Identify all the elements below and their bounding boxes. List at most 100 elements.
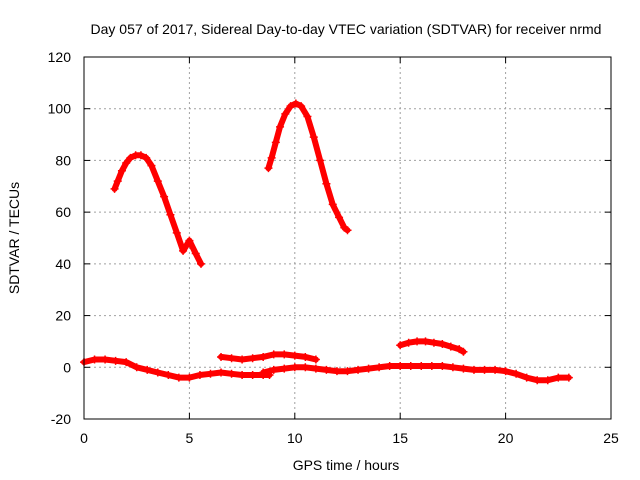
y-tick-label: 0 (63, 359, 71, 375)
data-point (217, 352, 226, 361)
data-point (564, 373, 573, 382)
data-point (206, 369, 215, 378)
data-point (126, 153, 135, 162)
x-tick-label: 25 (603, 430, 619, 446)
series-ground-segment-3 (259, 361, 573, 385)
data-point (269, 365, 278, 374)
data-point (309, 133, 318, 142)
data-point (291, 99, 300, 108)
data-point (297, 102, 306, 111)
data-point (227, 354, 236, 363)
data-point (166, 210, 175, 219)
data-point (364, 364, 373, 373)
data-point (290, 351, 299, 360)
data-point (276, 122, 285, 131)
data-point (195, 371, 204, 380)
data-point (533, 376, 542, 385)
data-point (459, 364, 468, 373)
data-point (404, 338, 413, 347)
series-arc-small (396, 337, 468, 356)
data-point (311, 355, 320, 364)
data-point (446, 342, 455, 351)
data-points (80, 99, 573, 385)
data-point (354, 365, 363, 374)
data-point (172, 228, 181, 237)
x-tick-label: 20 (498, 430, 514, 446)
data-point (185, 373, 194, 382)
data-point (332, 367, 341, 376)
data-point (142, 153, 151, 162)
data-point (301, 352, 310, 361)
data-point (491, 365, 500, 374)
data-point (286, 102, 295, 111)
data-point (448, 363, 457, 372)
data-point (335, 213, 344, 222)
y-tick-label: -20 (51, 411, 71, 427)
x-axis-label: GPS time / hours (293, 457, 400, 473)
data-point (101, 355, 110, 364)
data-point (396, 341, 405, 350)
data-point (164, 371, 173, 380)
data-point (136, 151, 145, 160)
series-trace (218, 351, 319, 363)
data-point (417, 361, 426, 370)
data-point (111, 356, 120, 365)
series-arc-peak-1 (110, 151, 205, 268)
data-point (322, 365, 331, 374)
data-point (375, 363, 384, 372)
data-point (238, 355, 247, 364)
data-point (143, 365, 152, 374)
data-point (554, 373, 563, 382)
x-axis: 0 5 10 15 20 25 (80, 57, 619, 446)
data-point (316, 156, 325, 165)
data-point (174, 373, 183, 382)
data-point (259, 368, 268, 377)
data-point (122, 159, 131, 168)
data-point (280, 350, 289, 359)
data-point (469, 365, 478, 374)
data-point (281, 109, 290, 118)
data-point (455, 345, 464, 354)
data-point (413, 337, 422, 346)
data-point (160, 192, 169, 201)
data-point (248, 371, 257, 380)
data-point (122, 358, 131, 367)
data-point (396, 361, 405, 370)
x-tick-label: 5 (186, 430, 194, 446)
series-ground-segment-2 (217, 350, 320, 364)
plot-frame (83, 56, 612, 420)
data-point (217, 368, 226, 377)
y-axis: -20 0 20 40 60 80 100 120 (48, 49, 611, 427)
data-point (459, 347, 468, 356)
data-point (90, 355, 99, 364)
data-point (322, 179, 331, 188)
data-point (248, 354, 257, 363)
chart-title: Day 057 of 2017, Sidereal Day-to-day VTE… (91, 21, 602, 37)
data-point (406, 361, 415, 370)
data-point (110, 184, 119, 193)
data-point (421, 337, 430, 346)
data-point (328, 200, 337, 209)
data-point (427, 361, 436, 370)
data-point (543, 376, 552, 385)
data-point (185, 236, 194, 245)
data-point (113, 177, 122, 186)
y-axis-label: SDTVAR / TECUs (6, 182, 22, 294)
y-tick-label: 80 (55, 152, 71, 168)
y-tick-label: 20 (55, 308, 71, 324)
data-point (264, 164, 273, 173)
data-point (238, 371, 247, 380)
data-point (429, 338, 438, 347)
data-point (343, 367, 352, 376)
data-point (311, 364, 320, 373)
data-point (196, 259, 205, 268)
data-point (269, 350, 278, 359)
data-point (438, 361, 447, 370)
data-point (512, 369, 521, 378)
data-point (259, 352, 268, 361)
data-point (301, 363, 310, 372)
data-point (117, 166, 126, 175)
data-point (227, 369, 236, 378)
data-point (191, 249, 200, 258)
